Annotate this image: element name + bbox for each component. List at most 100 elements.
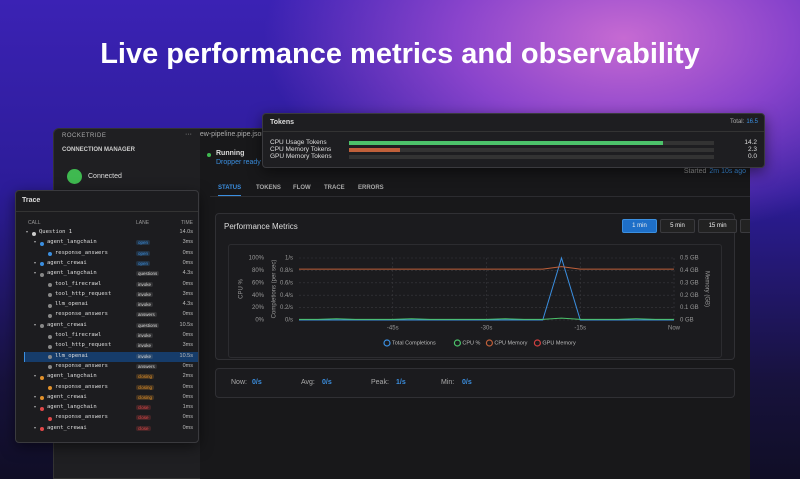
lane-pill: closing — [136, 394, 155, 400]
lane-pill: open — [136, 260, 151, 266]
trace-panel: Trace CALL LANE TIME ▾ Question 1 14.0s ▾ agent_… — [15, 190, 199, 443]
call-name[interactable]: response_answers — [55, 362, 108, 369]
row-time: 0ms — [182, 383, 193, 390]
row-dot — [48, 386, 52, 390]
row-dot — [48, 365, 52, 370]
call-name[interactable]: tool_http_request — [55, 290, 112, 297]
row-dot — [48, 313, 52, 318]
card-title: Performance Metrics — [224, 222, 298, 231]
column-header: CALL — [28, 220, 41, 226]
x-tick-label: Now — [668, 326, 681, 332]
menu-button[interactable]: ··· — [185, 131, 192, 138]
expand-caret: ▾ — [26, 229, 29, 234]
token-value: 2.3 — [747, 146, 757, 153]
lane-pill: closing — [136, 384, 155, 390]
status-icon — [67, 169, 82, 184]
row-time: 3ms — [182, 239, 193, 246]
lane-pill: close — [136, 425, 151, 431]
tab[interactable]: ERRORS — [358, 185, 384, 191]
cpu-tick-label: 40% — [252, 293, 265, 299]
row-time: 10.5s — [179, 321, 193, 328]
call-name[interactable]: Question 1 — [39, 229, 73, 235]
range-button[interactable]: 15 min — [698, 219, 738, 233]
row-time: 0ms — [182, 332, 193, 338]
call-name[interactable]: agent_crewai — [47, 259, 87, 266]
expand-caret: ▾ — [34, 404, 37, 410]
token-name: CPU Usage Tokens — [270, 139, 327, 146]
selected-row — [24, 351, 198, 362]
call-name[interactable]: response_answers — [55, 249, 108, 256]
y-tick-label: 0.4/s — [280, 293, 293, 299]
sidebar-title: ROCKETRIDE — [62, 133, 107, 139]
row-time: 4.3s — [182, 270, 193, 277]
token-value: 14.2 — [744, 139, 757, 146]
file-tab[interactable]: new-pipeline.pipe.json — [200, 131, 266, 138]
lane-pill: close — [136, 405, 151, 411]
call-name[interactable]: response_answers — [55, 311, 108, 318]
row-dot — [40, 375, 44, 380]
divider — [263, 131, 764, 132]
call-name[interactable]: agent_crewai — [47, 321, 87, 328]
range-button[interactable]: All — [740, 219, 750, 233]
call-name[interactable]: agent_crewai — [47, 424, 87, 431]
column-header: LANE — [136, 220, 150, 226]
token-value: 0.0 — [747, 153, 757, 160]
lane-pill: closing — [136, 374, 155, 380]
tab[interactable]: TOKENS — [256, 185, 281, 191]
row-time: 14.0s — [179, 229, 193, 235]
call-name[interactable]: agent_langchain — [47, 239, 97, 246]
stat-label: Min: — [441, 379, 455, 386]
chart: 0% 20% 40% 60% 80% 100% 0/s 0.2/s 0.4/s 0.6/s 0.8/… — [228, 244, 722, 358]
range-button[interactable]: 5 min — [660, 219, 695, 233]
stats-card: Now: 0/s Avg: 0/s Peak: 1/s Min: 0/s — [215, 368, 735, 398]
expand-caret: ▾ — [34, 259, 37, 265]
token-name: GPU Memory Tokens — [270, 153, 332, 160]
lane-pill: invoke — [136, 333, 154, 338]
tab-divider — [210, 196, 750, 197]
call-name[interactable]: tool_http_request — [55, 342, 112, 349]
cpu-tick-label: 60% — [252, 280, 265, 286]
call-name[interactable]: agent_crewai — [47, 393, 87, 400]
cpu-tick-label: 20% — [252, 305, 265, 311]
row-dot — [40, 427, 44, 432]
call-name[interactable]: llm_openai — [55, 301, 89, 308]
y-tick-label: 0.8/s — [280, 268, 293, 274]
cpu-tick-label: 0% — [255, 318, 264, 324]
tokens-title: Tokens — [270, 119, 294, 126]
y2-axis-label: Memory (GB) — [703, 271, 709, 307]
stat-value: 1/s — [396, 379, 406, 386]
call-name[interactable]: tool_firecrawl — [55, 280, 102, 287]
stat-label: Peak: — [371, 379, 389, 386]
legend-label: CPU % — [462, 340, 480, 346]
call-name[interactable]: agent_langchain — [47, 270, 97, 277]
lane-pill: open — [136, 240, 151, 246]
call-name[interactable]: agent_langchain — [47, 373, 97, 380]
call-name[interactable]: agent_langchain — [47, 404, 97, 411]
row-time: 0ms — [182, 280, 193, 287]
row-time: 0ms — [182, 249, 193, 256]
expand-caret: ▾ — [34, 424, 37, 430]
call-name[interactable]: llm_openai — [55, 352, 89, 359]
tab[interactable]: STATUS — [218, 185, 242, 196]
row-dot — [48, 416, 52, 421]
row-time: 3ms — [182, 342, 193, 349]
row-dot — [48, 293, 52, 298]
tab[interactable]: TRACE — [324, 185, 345, 191]
row-dot — [48, 344, 52, 349]
call-name[interactable]: response_answers — [55, 414, 108, 421]
status-dot — [207, 153, 211, 157]
connection-status: Connected — [88, 173, 122, 180]
stat-label: Now: — [231, 379, 247, 386]
cpu-tick-label: 80% — [252, 268, 265, 274]
range-button[interactable]: 1 min — [622, 219, 657, 233]
legend-label: Total Completions — [392, 340, 436, 346]
series-line — [299, 317, 674, 320]
call-name[interactable]: tool_firecrawl — [55, 332, 102, 338]
series-line — [299, 256, 674, 321]
legend-marker — [533, 339, 541, 347]
lane-pill: invoke — [136, 291, 154, 297]
tab[interactable]: FLOW — [293, 185, 311, 191]
call-name[interactable]: response_answers — [55, 383, 108, 390]
expand-caret: ▾ — [34, 239, 37, 245]
token-name: CPU Memory Tokens — [270, 146, 332, 153]
